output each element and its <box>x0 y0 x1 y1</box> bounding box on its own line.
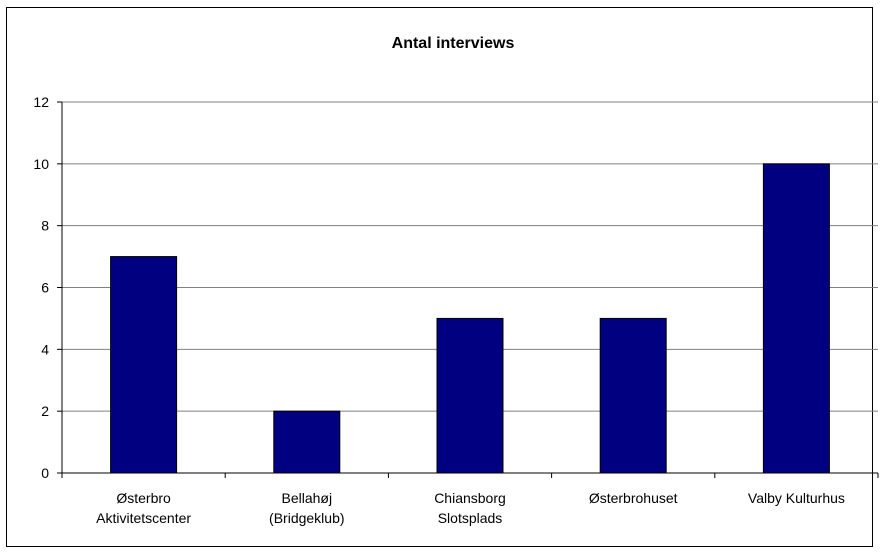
x-tick-label: Bellahøj <box>282 490 333 506</box>
x-tick-label: Østerbrohuset <box>589 490 678 506</box>
x-tick-label: Valby Kulturhus <box>748 490 845 506</box>
y-tick-label: 10 <box>33 156 49 172</box>
x-tick-label: Østerbro <box>116 490 171 506</box>
tick-labels: 0 2 4 6 8 10 12 Østerbro Aktivitetscenter Bellahø… <box>33 94 844 526</box>
y-tick-label: 2 <box>41 403 49 419</box>
chart-title: Antal interviews <box>392 35 515 52</box>
bar <box>762 163 830 474</box>
y-tick-label: 4 <box>41 341 49 357</box>
bar <box>599 317 667 474</box>
y-tick-label: 0 <box>41 465 49 481</box>
gridlines <box>62 101 878 412</box>
y-tick-label: 6 <box>41 280 49 296</box>
bar <box>436 317 504 474</box>
x-tick-label: Chiansborg <box>434 490 506 506</box>
x-tick-label: (Bridgeklub) <box>269 510 344 526</box>
x-tick-label: Slotsplads <box>438 510 503 526</box>
bar <box>110 256 178 474</box>
bars <box>110 163 830 474</box>
y-tick-label: 12 <box>33 94 49 110</box>
x-tick-label: Aktivitetscenter <box>96 510 191 526</box>
y-tick-label: 8 <box>41 218 49 234</box>
bar <box>273 410 341 474</box>
axes <box>57 101 879 478</box>
